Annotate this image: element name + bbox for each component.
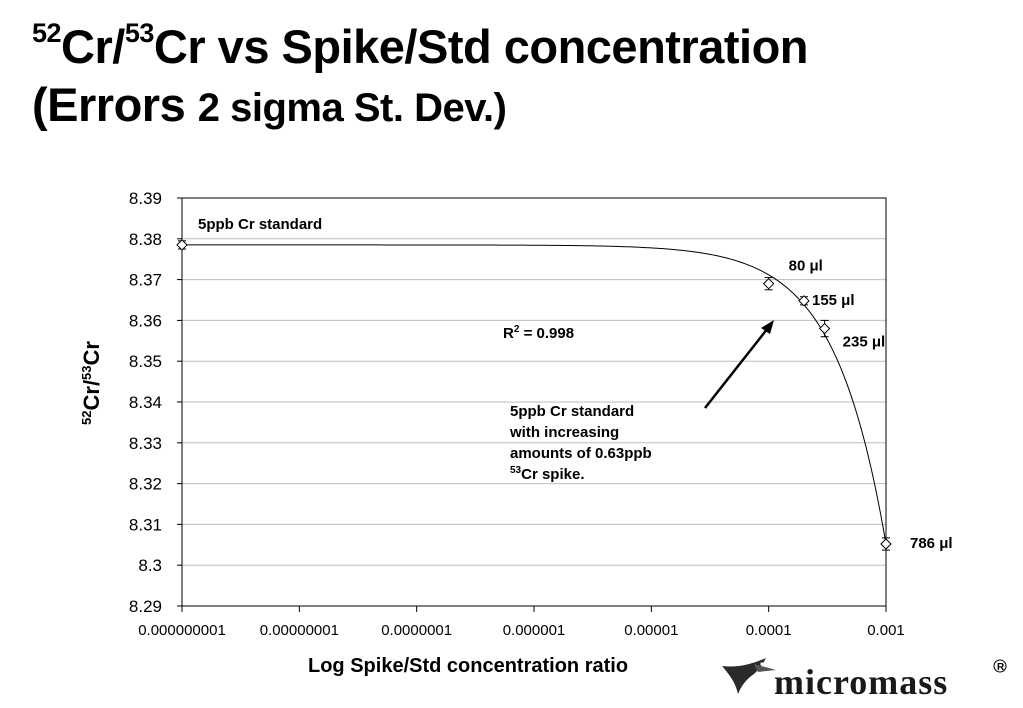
x-tick-label: 0.0000001 bbox=[381, 622, 452, 639]
annotation-line: with increasing bbox=[509, 424, 619, 441]
x-tick-label: 0.000000001 bbox=[138, 622, 226, 639]
x-tick-label: 0.00001 bbox=[624, 622, 678, 639]
title-superscript: 53 bbox=[124, 18, 155, 49]
title-text: Cr/ bbox=[61, 20, 125, 73]
y-tick-label: 8.39 bbox=[129, 189, 162, 208]
data-point bbox=[798, 295, 810, 307]
chart-gridlines bbox=[182, 238, 886, 566]
diamond-marker bbox=[818, 322, 831, 335]
annotation-text: 5ppb Cr standard with increasing amounts o… bbox=[509, 403, 652, 483]
point-label: 5ppb Cr standard bbox=[198, 216, 322, 233]
hummingbird-icon bbox=[722, 658, 776, 694]
y-tick-label: 8.29 bbox=[129, 597, 162, 616]
data-points bbox=[176, 239, 892, 551]
x-tick-label: 0.00000001 bbox=[260, 622, 339, 639]
x-axis-label: Log Spike/Std concentration ratio bbox=[308, 655, 629, 677]
data-point bbox=[762, 277, 775, 291]
point-labels: 5ppb Cr standard 80 μl 155 μl 235 μl 786 μl bbox=[198, 216, 953, 552]
y-tick-label: 8.35 bbox=[129, 352, 162, 371]
x-tick-label: 0.000001 bbox=[503, 622, 566, 639]
annotation-line: 5ppb Cr standard bbox=[510, 403, 634, 420]
annotation-line: amounts of 0.63ppb bbox=[510, 445, 652, 462]
title-text: (Errors bbox=[32, 78, 198, 131]
y-axis-ticks: 8.39 8.38 8.37 8.36 8.35 8.34 8.33 8.32 8.31 8.3 8… bbox=[129, 189, 182, 616]
y-tick-label: 8.38 bbox=[129, 230, 162, 249]
logo-wordmark: micromass bbox=[774, 662, 948, 700]
point-label: 155 μl bbox=[812, 292, 855, 309]
svg-text:R: R bbox=[997, 662, 1005, 673]
data-point bbox=[176, 239, 188, 251]
point-label: 80 μl bbox=[789, 258, 823, 275]
page-title: 52Cr/53Cr vs Spike/Std concentration (Er… bbox=[32, 18, 809, 137]
point-label: 786 μl bbox=[910, 535, 953, 552]
title-text: 2 sigma St. Dev.) bbox=[197, 86, 507, 130]
diamond-marker bbox=[880, 538, 892, 550]
fit-curve bbox=[182, 244, 887, 545]
diamond-marker bbox=[176, 239, 188, 251]
x-tick-label: 0.0001 bbox=[746, 622, 792, 639]
title-superscript: 52 bbox=[32, 18, 62, 49]
data-point bbox=[880, 537, 892, 551]
annotation-line: 53Cr spike. bbox=[510, 465, 585, 483]
y-tick-label: 8.31 bbox=[129, 515, 162, 534]
micromass-logo: micromass R bbox=[722, 658, 1007, 700]
y-tick-label: 8.32 bbox=[129, 475, 162, 494]
annotation-arrow-shaft bbox=[704, 327, 769, 409]
diamond-marker bbox=[762, 277, 775, 290]
x-tick-label: 0.001 bbox=[867, 622, 905, 639]
title-text: Cr vs Spike/Std concentration bbox=[153, 20, 809, 73]
y-tick-label: 8.36 bbox=[129, 311, 162, 330]
r-squared-label: R2 = 0.998 bbox=[503, 324, 574, 342]
y-tick-label: 8.33 bbox=[129, 434, 162, 453]
point-label: 235 μl bbox=[843, 334, 886, 351]
x-axis-ticks: 0.000000001 0.00000001 0.0000001 0.000001 0.… bbox=[138, 606, 905, 639]
data-point bbox=[818, 319, 831, 338]
y-tick-label: 8.3 bbox=[138, 556, 162, 575]
annotation-arrow-head bbox=[761, 320, 774, 334]
registered-mark bbox=[993, 659, 1007, 673]
y-tick-label: 8.34 bbox=[129, 393, 162, 412]
diamond-marker bbox=[798, 295, 810, 307]
y-tick-label: 8.37 bbox=[129, 271, 162, 290]
